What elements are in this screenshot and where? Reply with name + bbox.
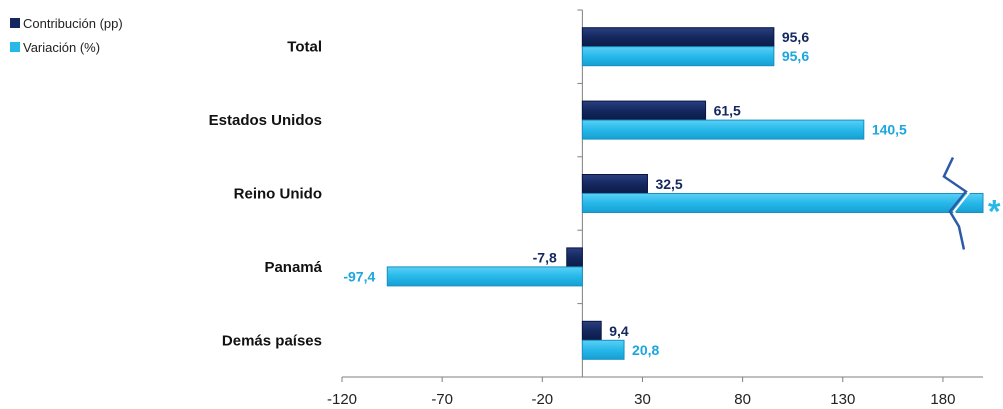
x-tick-label: 80 bbox=[734, 391, 751, 408]
data-label-variacion-estados-unidos: 140,5 bbox=[872, 122, 907, 138]
legend-item-contribucion: Contribución (pp) bbox=[10, 13, 123, 33]
legend-label-contribucion: Contribución (pp) bbox=[23, 15, 123, 31]
x-tick-label: -120 bbox=[327, 391, 357, 408]
bar-variacion-reino-unido bbox=[581, 193, 984, 213]
data-label-contribucion-reino-unido: 32,5 bbox=[655, 176, 682, 192]
bar-variacion-total bbox=[581, 46, 775, 67]
category-label-estados-unidos: Estados Unidos bbox=[209, 112, 322, 129]
axis-break-marker-gap bbox=[946, 157, 972, 250]
x-tick-label: -70 bbox=[431, 391, 453, 408]
data-label-contribucion-total: 95,6 bbox=[782, 29, 809, 45]
bar-contribucion-demas-paises bbox=[581, 320, 602, 341]
legend-label-variacion: Variación (%) bbox=[23, 39, 101, 55]
x-tick-label: 180 bbox=[930, 391, 955, 408]
data-label-contribucion-demas-paises: 9,4 bbox=[609, 323, 629, 339]
bar-contribucion-total bbox=[581, 27, 775, 48]
legend-swatch-variacion bbox=[10, 42, 20, 52]
data-label-variacion-demas-paises: 20,8 bbox=[632, 342, 659, 358]
chart-legend: Contribución (pp) Variación (%) bbox=[10, 13, 123, 61]
data-label-contribucion-panama: -7,8 bbox=[533, 249, 557, 265]
data-label-contribucion-estados-unidos: 61,5 bbox=[714, 103, 741, 119]
data-label-variacion-total: 95,6 bbox=[782, 48, 809, 64]
legend-item-variacion: Variación (%) bbox=[10, 37, 123, 57]
category-label-demas-paises: Demás países bbox=[222, 332, 322, 349]
bar-contribucion-estados-unidos bbox=[581, 100, 707, 121]
bar-variacion-demas-paises bbox=[581, 339, 625, 360]
category-label-reino-unido: Reino Unido bbox=[234, 186, 322, 203]
category-label-panama: Panamá bbox=[264, 259, 322, 276]
truncation-asterisk: * bbox=[988, 194, 1001, 230]
bar-variacion-estados-unidos bbox=[581, 119, 865, 140]
bar-variacion-panama bbox=[386, 266, 583, 287]
x-tick-label: 130 bbox=[830, 391, 855, 408]
bar-contribucion-reino-unido bbox=[581, 174, 648, 194]
legend-swatch-contribucion bbox=[10, 18, 20, 28]
bar-contribucion-panama bbox=[566, 247, 583, 268]
x-tick-label: 30 bbox=[634, 391, 651, 408]
data-label-variacion-panama: -97,4 bbox=[343, 268, 375, 284]
category-label-total: Total bbox=[287, 39, 322, 56]
axis-break-marker bbox=[942, 156, 968, 250]
x-tick-label: -20 bbox=[531, 391, 553, 408]
